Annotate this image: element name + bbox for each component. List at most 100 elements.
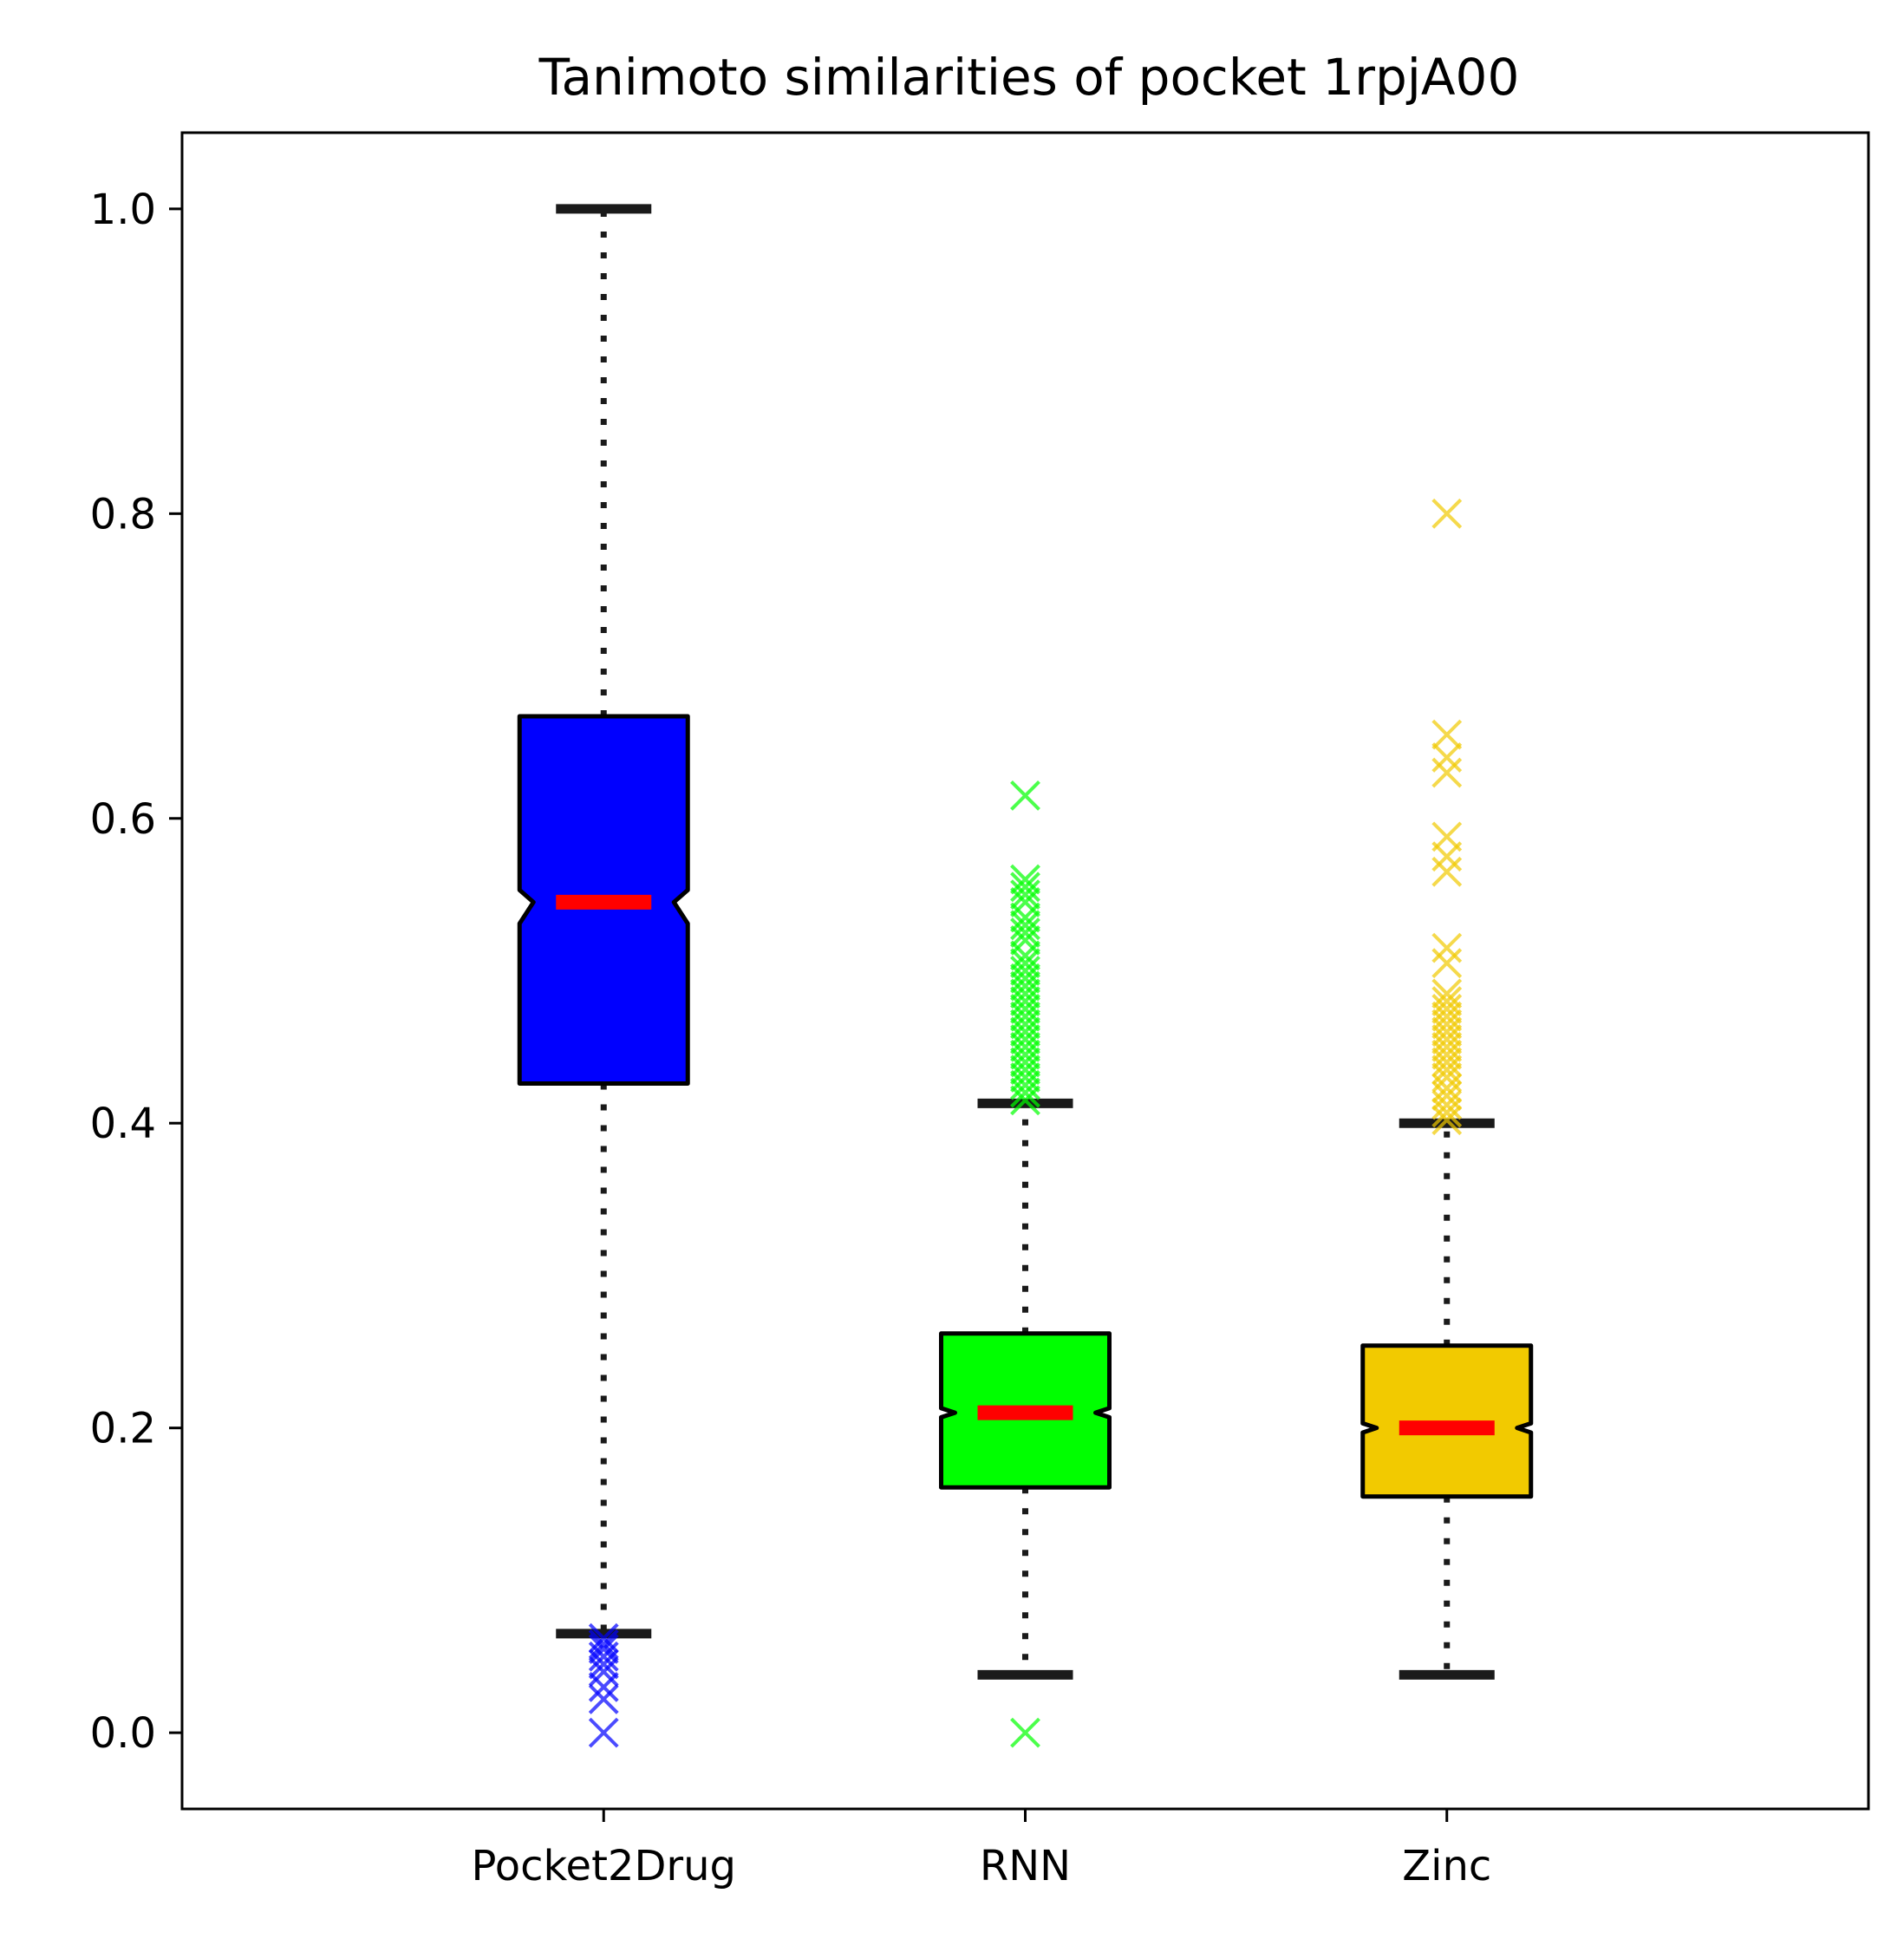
outlier-stroke (1431, 498, 1463, 529)
outlier-stroke (588, 1684, 619, 1714)
outlier-point (1010, 864, 1040, 895)
x-tick-label: Zinc (1402, 1842, 1491, 1890)
chart-title: Tanimoto similarities of pocket 1rpjA00 (538, 48, 1520, 107)
outlier-stroke (1010, 902, 1040, 933)
outlier-point (588, 1634, 619, 1664)
outlier-point (588, 1672, 619, 1702)
outlier-point (1431, 1105, 1463, 1136)
outlier-point (1010, 994, 1040, 1024)
outlier-point (1431, 978, 1463, 1009)
outlier-stroke (1431, 1001, 1463, 1032)
y-tick-label: 0.4 (90, 1100, 156, 1148)
outlier-stroke (588, 1622, 619, 1654)
outlier-stroke (588, 1717, 619, 1748)
outlier-stroke (1431, 1031, 1463, 1062)
y-tick-label: 1.0 (90, 186, 156, 234)
outlier-stroke (1010, 879, 1040, 911)
outlier-stroke (1431, 1062, 1463, 1093)
outlier-stroke (1010, 956, 1040, 986)
outlier-stroke (1431, 1039, 1463, 1070)
outlier-point (1431, 1024, 1463, 1054)
outlier-stroke (1431, 856, 1463, 887)
outlier-point (1010, 948, 1040, 979)
plot-frame (180, 131, 1870, 1811)
outlier-stroke (1431, 1105, 1463, 1136)
outlier-point (1010, 1031, 1040, 1062)
outlier-stroke (1431, 757, 1463, 788)
outlier-point (588, 1629, 619, 1660)
outlier-point (1431, 1016, 1463, 1048)
outlier-stroke (1010, 970, 1040, 1002)
outlier-point (1010, 1085, 1040, 1116)
outlier-point (1010, 1024, 1040, 1054)
outlier-point (1010, 780, 1040, 811)
outlier-point (1010, 970, 1040, 1002)
outlier-stroke (1010, 1001, 1040, 1032)
outlier-stroke (1010, 910, 1040, 941)
outlier-stroke (1431, 1047, 1463, 1078)
outlier-stroke (1010, 1077, 1040, 1108)
outlier-point (1431, 1039, 1463, 1070)
y-tick-label: 0.8 (90, 490, 156, 539)
y-tick-label: 0.6 (90, 795, 156, 844)
outlier-point (1010, 940, 1040, 971)
outlier-point (1431, 821, 1463, 852)
outlier-point (1431, 1047, 1463, 1078)
outlier-point (1010, 902, 1040, 933)
plot-area (517, 204, 1534, 1748)
outlier-point (1010, 872, 1040, 903)
outlier-point (588, 1656, 619, 1688)
outlier-stroke (588, 1629, 619, 1660)
x-tick-label: Pocket2Drug (471, 1842, 736, 1890)
outlier-stroke (1010, 994, 1040, 1024)
outlier-stroke (588, 1656, 619, 1688)
outlier-stroke (1431, 1054, 1463, 1086)
outlier-point (1431, 986, 1463, 1017)
outlier-stroke (1431, 1016, 1463, 1048)
outlier-stroke (1010, 1085, 1040, 1116)
outlier-point (1010, 1016, 1040, 1048)
outlier-stroke (1010, 887, 1040, 917)
outlier-stroke (1431, 719, 1463, 750)
outlier-stroke (1010, 1069, 1040, 1100)
outlier-point (1010, 1062, 1040, 1093)
outlier-stroke (1431, 742, 1463, 773)
outlier-stroke (1431, 1024, 1463, 1054)
outlier-point (1010, 1054, 1040, 1086)
outlier-point (1010, 1717, 1040, 1748)
box-group-pocket2drug (517, 204, 690, 1748)
outlier-point (588, 1622, 619, 1654)
outlier-stroke (1010, 924, 1040, 956)
outlier-stroke (1010, 872, 1040, 903)
outlier-stroke (1431, 994, 1463, 1024)
outlier-stroke (1010, 948, 1040, 979)
box-group-zinc (1360, 498, 1534, 1680)
outlier-point (1010, 1039, 1040, 1070)
outlier-stroke (1010, 1009, 1040, 1040)
outlier-stroke (1010, 1024, 1040, 1054)
outlier-point (1431, 1009, 1463, 1040)
outlier-point (1431, 1031, 1463, 1062)
outlier-stroke (1010, 780, 1040, 811)
outlier-stroke (1010, 1054, 1040, 1086)
axes: Pocket2Drug RNN Zinc 0.0 0.2 0.4 0.6 0.8 1.0 (90, 131, 1870, 1890)
outlier-point (1431, 719, 1463, 750)
outlier-stroke (1431, 932, 1463, 963)
outlier-point (1010, 1047, 1040, 1078)
outlier-point (1010, 879, 1040, 911)
outlier-point (1010, 1009, 1040, 1040)
outlier-point (1431, 856, 1463, 887)
outlier-stroke (1010, 1031, 1040, 1062)
outlier-point (1010, 1001, 1040, 1032)
outlier-point (1431, 994, 1463, 1024)
outlier-point (1431, 757, 1463, 788)
outlier-point (1010, 924, 1040, 956)
outlier-stroke (1010, 963, 1040, 994)
outlier-point (1431, 742, 1463, 773)
outlier-stroke (1010, 1062, 1040, 1093)
outlier-stroke (588, 1672, 619, 1702)
outlier-point (588, 1717, 619, 1748)
outlier-point (1431, 1001, 1463, 1032)
outlier-stroke (1431, 986, 1463, 1017)
